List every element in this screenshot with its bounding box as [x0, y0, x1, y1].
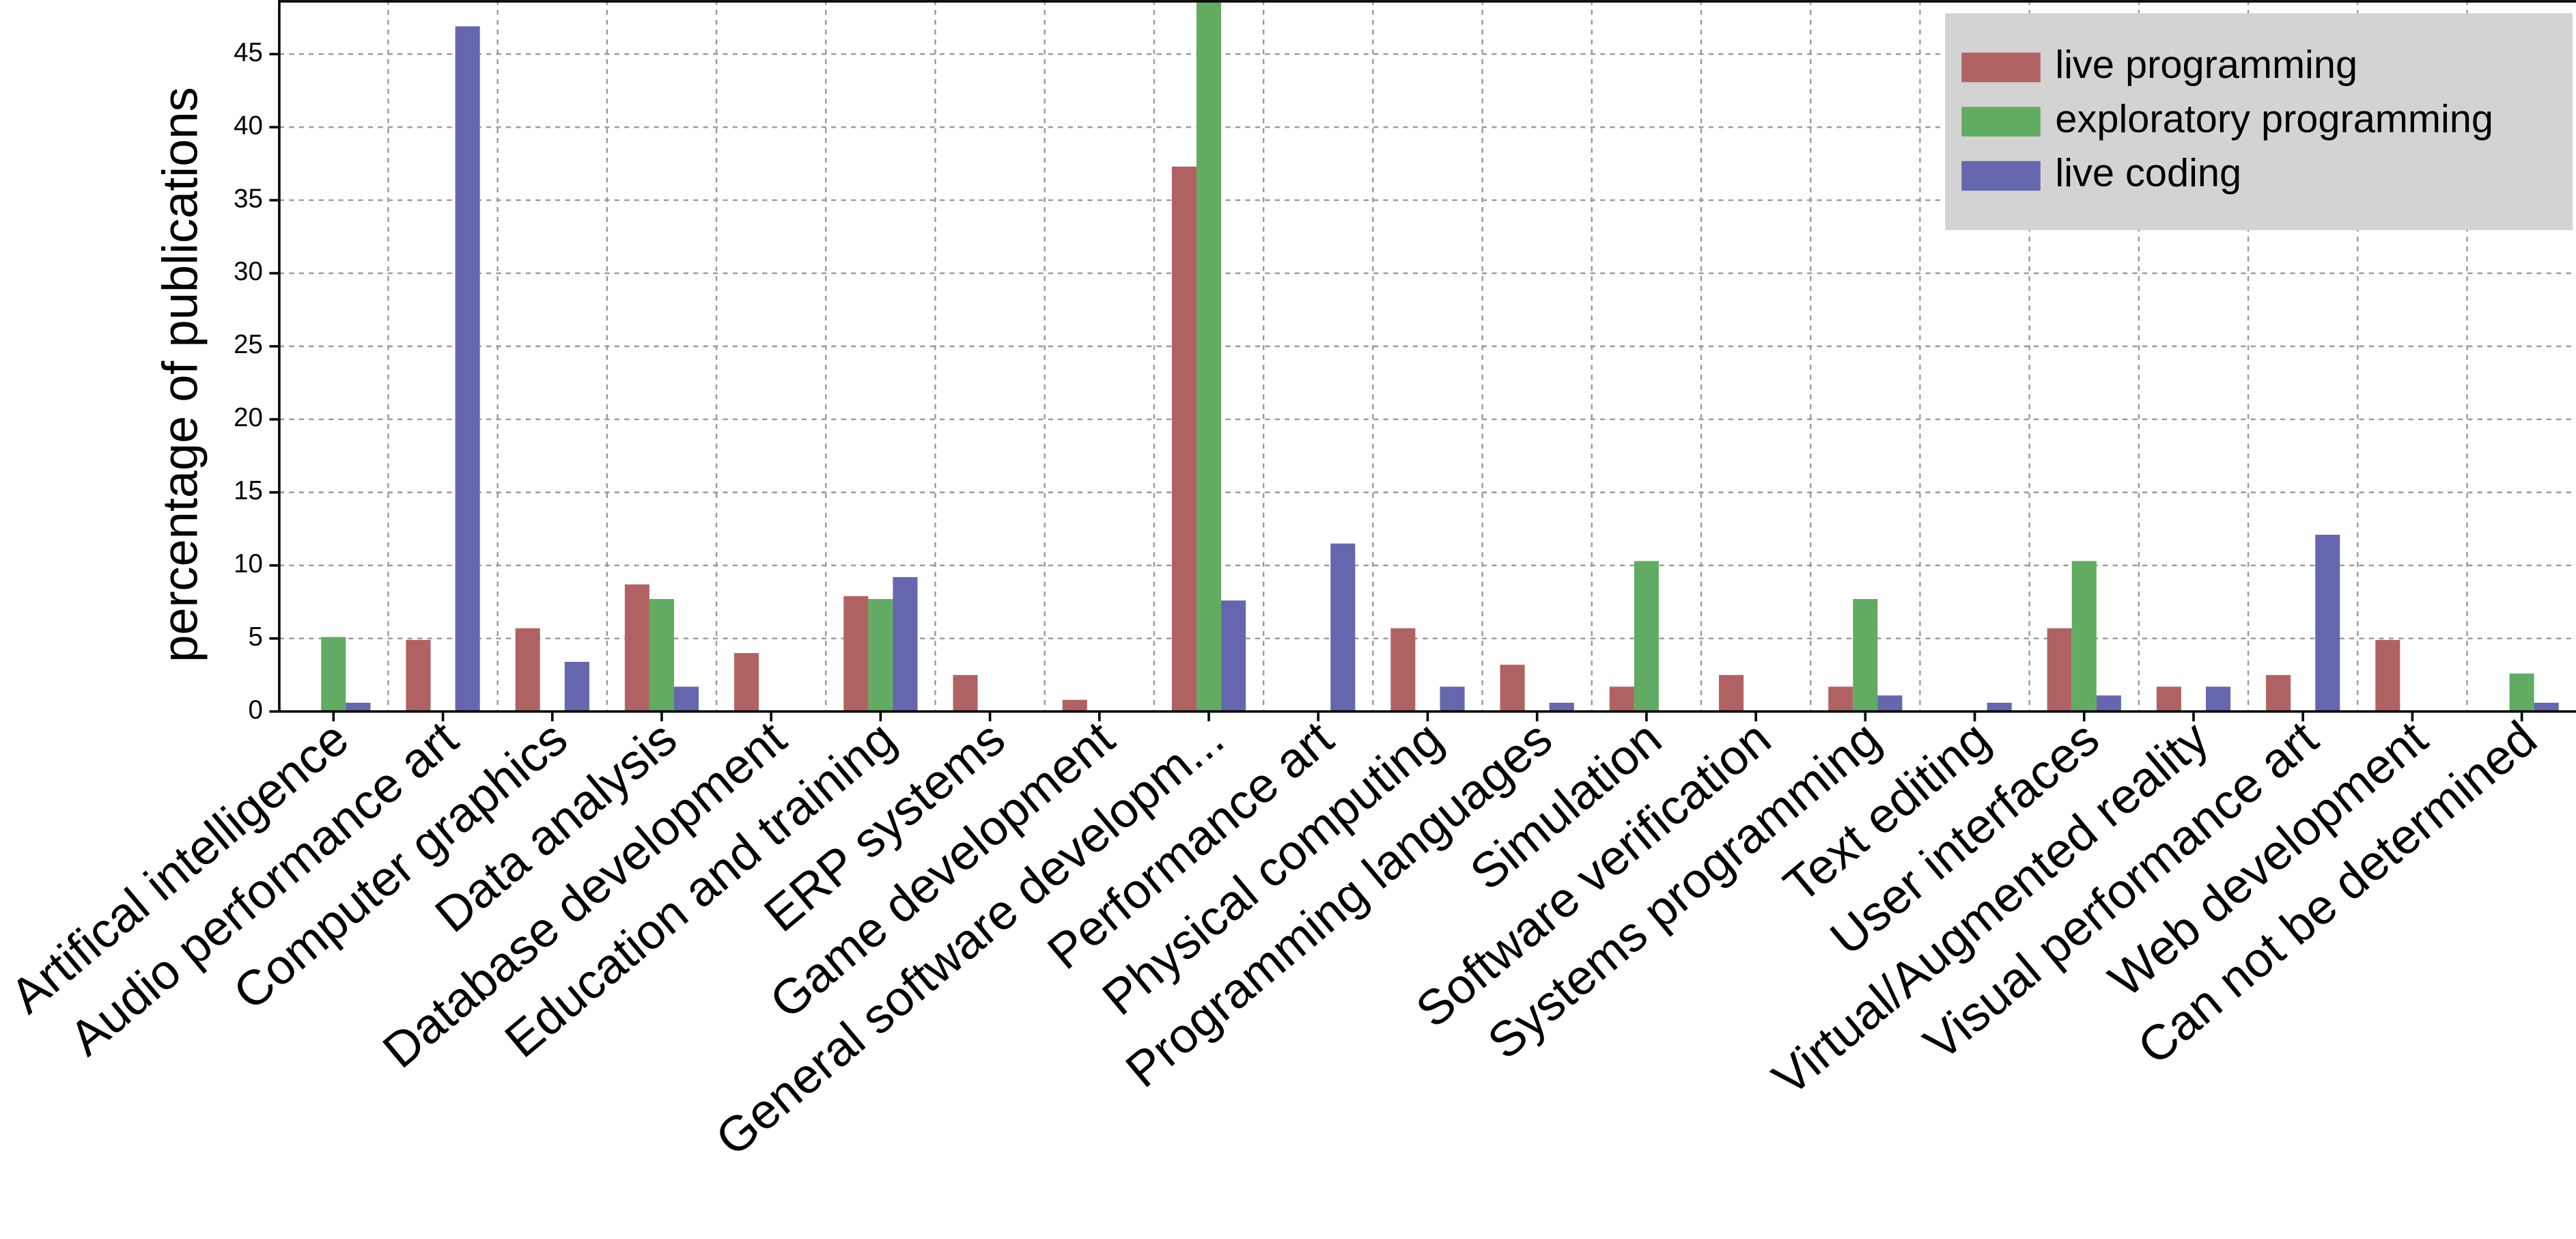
bar — [2509, 673, 2534, 712]
bar — [734, 653, 759, 712]
bar — [2266, 675, 2291, 712]
y-tick-label: 10 — [234, 549, 263, 579]
bar — [1440, 686, 1465, 712]
bar — [1221, 600, 1246, 712]
bar — [455, 26, 480, 712]
bar — [1828, 686, 1853, 712]
bar — [321, 637, 346, 712]
bar — [953, 675, 978, 712]
bar — [843, 596, 869, 712]
bar — [1330, 543, 1356, 712]
y-tick-label: 40 — [234, 111, 263, 140]
bar — [1609, 686, 1634, 712]
y-tick-label: 15 — [234, 476, 263, 505]
legend-label: live programming — [2055, 43, 2357, 87]
y-tick-label: 5 — [248, 622, 262, 652]
bar — [1853, 599, 1878, 712]
bar — [2071, 561, 2097, 712]
legend-swatch — [1961, 107, 2041, 137]
y-tick-label: 25 — [234, 330, 263, 359]
bar — [2315, 534, 2340, 712]
y-tick-label: 20 — [234, 403, 263, 432]
bar — [1062, 699, 1087, 712]
bar — [1171, 166, 1197, 712]
bar — [1877, 695, 1903, 712]
y-axis-label: percentage of publications — [153, 87, 208, 662]
bar — [2375, 639, 2400, 712]
bar — [868, 599, 893, 712]
y-tick-label: 45 — [234, 38, 263, 67]
bar — [515, 628, 540, 712]
bar — [649, 599, 675, 712]
bar — [346, 702, 371, 712]
bar — [1196, 0, 1222, 712]
bar — [893, 576, 918, 712]
bar — [2047, 628, 2072, 712]
bar — [1634, 561, 1659, 712]
y-tick-label: 0 — [248, 695, 262, 725]
legend-label: exploratory programming — [2055, 97, 2493, 141]
bar — [1718, 675, 1744, 712]
bar — [564, 661, 589, 712]
bar — [1390, 628, 1416, 712]
bar — [1549, 702, 1574, 712]
bar — [624, 584, 649, 712]
bar — [2156, 686, 2181, 712]
legend-label: live coding — [2055, 152, 2241, 195]
bar — [2534, 702, 2559, 712]
bar — [674, 686, 699, 712]
legend-swatch — [1961, 53, 2041, 83]
y-tick-label: 30 — [234, 257, 263, 286]
legend-box — [1945, 13, 2573, 230]
plot-area — [321, 0, 2559, 712]
bar — [1987, 702, 2012, 712]
bar — [1500, 665, 1525, 712]
legend-swatch — [1961, 161, 2041, 191]
bar — [2096, 695, 2121, 712]
bar — [2206, 686, 2231, 712]
y-tick-label: 35 — [234, 184, 263, 213]
bar — [406, 639, 431, 712]
legend: live programming exploratory programming l… — [1945, 13, 2573, 230]
